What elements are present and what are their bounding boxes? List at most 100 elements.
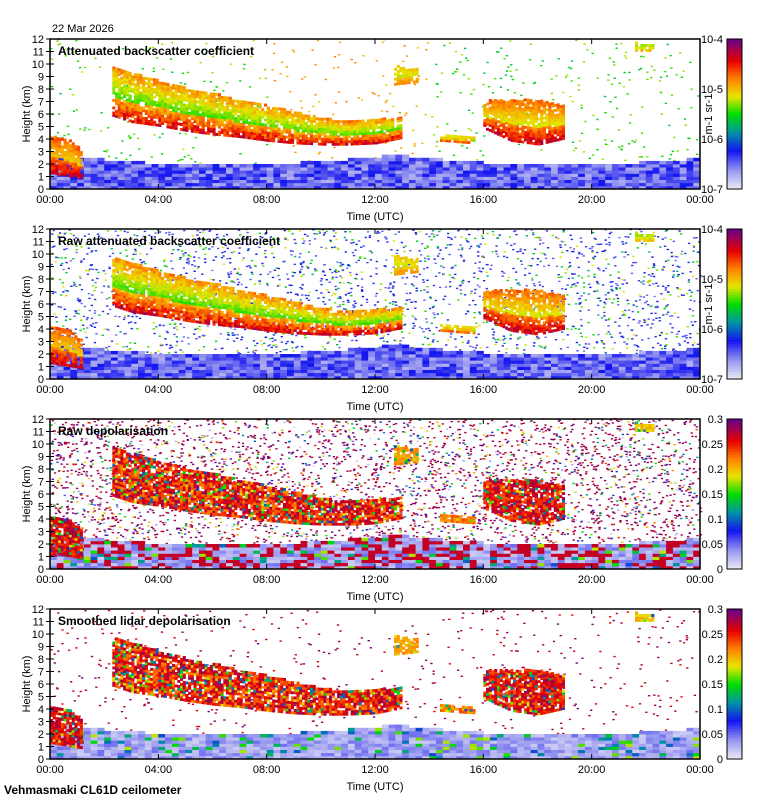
heatmap-cell — [561, 134, 565, 138]
heatmap-cell — [280, 107, 284, 111]
heatmap-cell — [315, 127, 319, 131]
heatmap-cell — [609, 101, 612, 103]
heatmap-cell — [345, 125, 349, 129]
heatmap-cell — [375, 170, 383, 174]
heatmap-cell — [236, 132, 240, 136]
heatmap-cell — [494, 343, 497, 346]
heatmap-cell — [50, 182, 58, 187]
heatmap-cell — [331, 135, 335, 139]
heatmap-cell — [308, 110, 311, 113]
colorbar-segment — [727, 49, 742, 52]
heatmap-cell — [664, 345, 667, 347]
heatmap-cell — [447, 232, 450, 235]
heatmap-cell — [239, 185, 247, 190]
heatmap-cell — [544, 179, 552, 184]
colorbar-segment — [727, 119, 742, 122]
heatmap-cell — [490, 167, 498, 171]
heatmap-cell — [545, 103, 549, 107]
heatmap-cell — [50, 263, 53, 266]
colorbar-segment — [727, 166, 742, 170]
heatmap-cell — [392, 301, 395, 303]
heatmap-cell — [503, 251, 507, 253]
heatmap-cell — [175, 344, 178, 347]
heatmap-cell — [689, 61, 692, 64]
heatmap-cell — [505, 111, 509, 115]
heatmap-cell — [329, 137, 333, 141]
heatmap-cell — [690, 321, 693, 323]
heatmap-cell — [518, 284, 521, 286]
heatmap-cell — [288, 113, 292, 117]
heatmap-cell — [147, 298, 150, 300]
heatmap-cell — [341, 170, 349, 174]
heatmap-cell — [83, 305, 86, 308]
heatmap-cell — [640, 281, 643, 283]
heatmap-cell — [402, 77, 406, 79]
heatmap-cell — [215, 110, 219, 114]
heatmap-cell — [158, 231, 162, 233]
heatmap-cell — [275, 352, 278, 354]
heatmap-cell — [171, 176, 180, 180]
heatmap-cell — [385, 259, 388, 261]
heatmap-cell — [117, 176, 125, 180]
heatmap-cell — [402, 173, 410, 177]
heatmap-cell — [82, 324, 85, 326]
heatmap-cell — [389, 92, 392, 95]
heatmap-cell — [207, 114, 211, 118]
heatmap-cell — [572, 273, 575, 275]
heatmap-cell — [239, 112, 243, 116]
heatmap-cell — [299, 131, 303, 135]
heatmap-cell — [496, 167, 505, 171]
heatmap-cell — [315, 117, 319, 121]
heatmap-cell — [196, 110, 200, 114]
heatmap-cell — [369, 136, 373, 140]
heatmap-cell — [117, 170, 125, 174]
heatmap-cell — [612, 176, 620, 180]
heatmap-cell — [155, 103, 159, 107]
heatmap-cell — [388, 133, 392, 137]
heatmap-cell — [159, 344, 163, 347]
heatmap-cell — [120, 76, 124, 80]
heatmap-cell — [396, 82, 400, 86]
heatmap-cell — [572, 248, 576, 250]
heatmap-cell — [299, 141, 303, 145]
heatmap-cell — [505, 116, 509, 120]
heatmap-cell — [619, 352, 622, 354]
heatmap-cell — [474, 304, 477, 306]
heatmap-cell — [220, 131, 224, 134]
heatmap-cell — [163, 85, 167, 88]
heatmap-cell — [334, 160, 342, 165]
heatmap-cell — [120, 91, 124, 95]
heatmap-cell — [151, 182, 159, 187]
heatmap-cell — [639, 176, 647, 180]
heatmap-cell — [122, 318, 126, 321]
heatmap-cell — [128, 86, 132, 90]
heatmap-cell — [429, 182, 437, 187]
heatmap-cell — [551, 137, 555, 140]
heatmap-cell — [247, 108, 251, 112]
heatmap-cell — [269, 131, 273, 135]
heatmap-cell — [219, 167, 227, 171]
heatmap-cell — [80, 260, 83, 262]
heatmap-cell — [307, 127, 311, 130]
heatmap-cell — [381, 41, 384, 44]
heatmap-cell — [594, 238, 597, 240]
heatmap-cell — [142, 99, 146, 103]
heatmap-cell — [355, 339, 358, 342]
heatmap-cell — [496, 173, 505, 177]
heatmap-cell — [561, 331, 564, 333]
heatmap-cell — [616, 107, 619, 110]
heatmap-cell — [644, 243, 647, 245]
heatmap-cell — [144, 94, 148, 98]
heatmap-cell — [183, 156, 186, 158]
heatmap-cell — [537, 182, 545, 187]
heatmap-cell — [128, 94, 132, 98]
heatmap-cell — [524, 125, 528, 129]
heatmap-cell — [483, 121, 487, 125]
heatmap-cell — [333, 235, 336, 237]
heatmap-cell — [103, 47, 106, 49]
heatmap-cell — [604, 294, 607, 296]
heatmap-cell — [161, 104, 165, 108]
heatmap-cell — [537, 130, 541, 134]
heatmap-cell — [481, 105, 485, 108]
heatmap-cell — [337, 137, 341, 141]
